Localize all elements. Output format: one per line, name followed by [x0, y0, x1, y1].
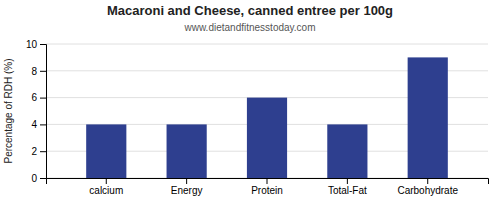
tick-label: 6: [31, 92, 37, 103]
tick: 6: [31, 92, 46, 103]
plot-area: 0 2 4 6 8 10 calcium Energy Protein Total-Fat Carb…: [26, 39, 489, 196]
tick-label: 2: [31, 146, 37, 157]
tick-mark: [106, 178, 107, 184]
tick-label: Protein: [251, 185, 283, 196]
tick-mark: [40, 44, 46, 45]
title: Macaroni and Cheese, canned entree per 1…: [107, 3, 393, 18]
tick-label: calcium: [89, 185, 123, 196]
tick-label: Energy: [171, 185, 203, 196]
bar: [408, 57, 448, 178]
tick-mark: [40, 178, 46, 179]
tick: calcium: [89, 178, 123, 196]
axis-domain: [40, 45, 47, 179]
bars: [86, 57, 448, 178]
chart-container: Macaroni and Cheese, canned entree per 1…: [0, 0, 500, 200]
tick: Total-Fat: [328, 178, 367, 196]
grid-line: [46, 44, 488, 45]
bar: [327, 124, 367, 178]
chart-svg: Macaroni and Cheese, canned entree per 1…: [0, 0, 500, 200]
tick-label: Carbohydrate: [397, 185, 458, 196]
bar: [247, 98, 287, 178]
tick-label: Total-Fat: [328, 185, 367, 196]
tick-label: 8: [31, 66, 37, 77]
tick: 0: [31, 173, 46, 184]
tick-mark: [40, 124, 46, 125]
tick-mark: [427, 178, 428, 184]
tick-label: 4: [31, 119, 37, 130]
tick-mark: [267, 178, 268, 184]
tick: 2: [31, 146, 46, 157]
tick: 10: [26, 39, 46, 50]
bar: [167, 124, 207, 178]
y-axis: 0 2 4 6 8 10: [26, 39, 47, 184]
tick: 8: [31, 66, 46, 77]
x-axis: calcium Energy Protein Total-Fat Carbohydrat…: [47, 178, 489, 196]
tick-mark: [40, 71, 46, 72]
subtitle: www.dietandfitnesstoday.com: [184, 22, 316, 33]
tick: Energy: [171, 178, 203, 196]
tick-label: 0: [31, 173, 37, 184]
tick-mark: [186, 178, 187, 184]
tick: Protein: [251, 178, 283, 196]
y-axis-label: Percentage of RDH (%): [3, 58, 14, 163]
tick-mark: [40, 151, 46, 152]
bar: [86, 124, 126, 178]
tick: Carbohydrate: [397, 178, 458, 196]
grid: [46, 44, 488, 178]
tick-mark: [40, 98, 46, 99]
tick: 4: [31, 119, 46, 130]
axis-domain: [47, 179, 489, 185]
tick-label: 10: [26, 39, 38, 50]
tick-mark: [347, 178, 348, 184]
